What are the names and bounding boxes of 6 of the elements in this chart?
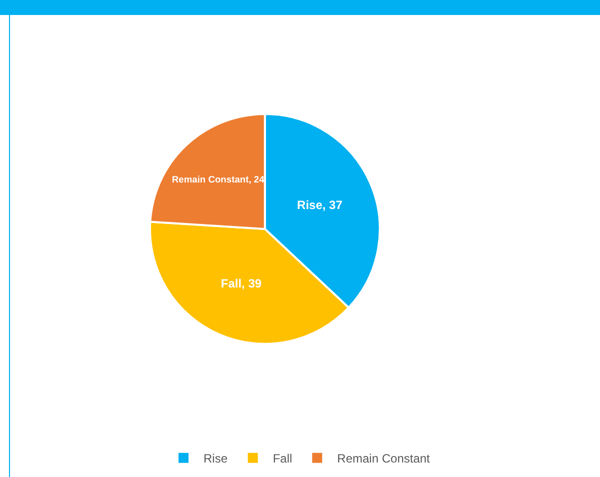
legend-label: Remain Constant bbox=[337, 452, 431, 466]
legend-label: Rise bbox=[204, 452, 228, 466]
data-label: Rise, 37 bbox=[297, 198, 343, 212]
legend-label: Fall bbox=[272, 452, 292, 466]
data-label: Fall, 39 bbox=[220, 276, 262, 290]
data-label: Remain Constant, 24 bbox=[172, 174, 266, 184]
